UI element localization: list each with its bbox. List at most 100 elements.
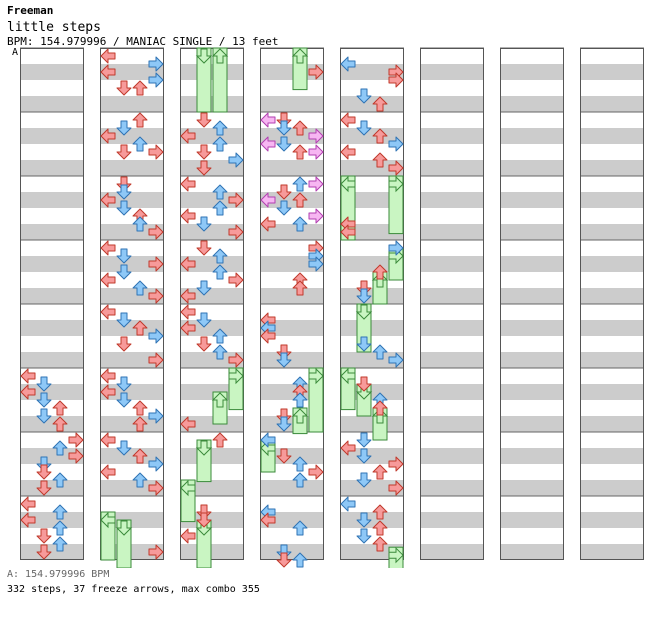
arrow-down-icon bbox=[36, 392, 52, 408]
beat-stripe bbox=[420, 128, 484, 144]
beat-stripe bbox=[260, 544, 324, 560]
arrow-up-icon bbox=[132, 448, 148, 464]
arrow-right-icon bbox=[388, 352, 404, 368]
song-title: little steps bbox=[7, 20, 101, 35]
freeze-arrow-left bbox=[260, 439, 276, 473]
arrow-down-icon bbox=[116, 144, 132, 160]
beat-stripe bbox=[420, 480, 484, 496]
chart-column bbox=[340, 47, 404, 560]
beat-stripe bbox=[500, 64, 564, 80]
freeze-arrow-left bbox=[100, 511, 116, 561]
beat-stripe bbox=[500, 480, 564, 496]
arrow-down-icon bbox=[276, 448, 292, 464]
freeze-arrow-down bbox=[355, 383, 373, 417]
freeze-arrow-up bbox=[211, 47, 229, 113]
arrow-up-icon bbox=[212, 200, 228, 216]
arrow-up-icon bbox=[372, 504, 388, 520]
arrow-up-icon bbox=[132, 280, 148, 296]
arrow-down-icon bbox=[356, 120, 372, 136]
beat-stripe bbox=[580, 128, 644, 144]
arrow-left-icon bbox=[100, 384, 116, 400]
arrow-right-icon bbox=[228, 224, 244, 240]
beat-stripe bbox=[260, 96, 324, 112]
beat-stripe bbox=[580, 96, 644, 112]
arrow-down-icon bbox=[116, 120, 132, 136]
arrow-left-icon bbox=[20, 496, 36, 512]
beat-stripe bbox=[20, 64, 84, 80]
arrow-left-icon bbox=[180, 528, 196, 544]
beat-stripe bbox=[340, 384, 404, 400]
beat-stripe bbox=[420, 448, 484, 464]
arrow-up-icon bbox=[132, 136, 148, 152]
beat-stripe bbox=[340, 480, 404, 496]
arrow-up-icon bbox=[52, 536, 68, 552]
beat-stripe bbox=[20, 544, 84, 560]
beat-stripe bbox=[100, 128, 164, 144]
beat-stripe bbox=[20, 416, 84, 432]
beat-stripe bbox=[260, 192, 324, 208]
freeze-arrow-left bbox=[340, 367, 356, 411]
arrow-down-icon bbox=[116, 312, 132, 328]
arrow-right-icon bbox=[148, 544, 164, 560]
arrow-right-icon bbox=[228, 352, 244, 368]
arrow-left-icon bbox=[340, 144, 356, 160]
arrow-down-icon bbox=[196, 144, 212, 160]
arrow-left-icon bbox=[180, 176, 196, 192]
arrow-up-icon bbox=[372, 400, 388, 416]
beat-stripe bbox=[580, 512, 644, 528]
arrow-right-icon bbox=[308, 208, 324, 224]
beat-stripe bbox=[420, 160, 484, 176]
arrow-left-icon bbox=[100, 304, 116, 320]
arrow-down-icon bbox=[196, 216, 212, 232]
arrow-left-icon bbox=[260, 192, 276, 208]
beat-stripe bbox=[180, 256, 244, 272]
arrow-up-icon bbox=[292, 176, 308, 192]
beat-stripe bbox=[500, 192, 564, 208]
arrow-right-icon bbox=[148, 56, 164, 72]
arrow-down-icon bbox=[356, 432, 372, 448]
beat-stripe bbox=[420, 512, 484, 528]
chart-column bbox=[180, 47, 244, 560]
arrow-down-icon bbox=[116, 264, 132, 280]
beat-stripe bbox=[420, 352, 484, 368]
beat-stripe bbox=[260, 512, 324, 528]
arrow-down-icon bbox=[196, 512, 212, 528]
arrow-up-icon bbox=[292, 472, 308, 488]
beat-stripe bbox=[420, 64, 484, 80]
bpm-summary: A: 154.979996 BPM bbox=[7, 569, 110, 580]
beat-stripe bbox=[180, 288, 244, 304]
arrow-up-icon bbox=[292, 192, 308, 208]
arrow-right-icon bbox=[148, 456, 164, 472]
arrow-right-icon bbox=[148, 256, 164, 272]
arrow-down-icon bbox=[356, 512, 372, 528]
arrow-down-icon bbox=[356, 448, 372, 464]
beat-stripe bbox=[180, 224, 244, 240]
arrow-up-icon bbox=[292, 216, 308, 232]
beat-stripe bbox=[260, 64, 324, 80]
beat-stripe bbox=[500, 512, 564, 528]
arrow-left-icon bbox=[340, 56, 356, 72]
arrow-right-icon bbox=[308, 176, 324, 192]
freeze-arrow-down bbox=[195, 439, 213, 483]
beat-stripe bbox=[100, 96, 164, 112]
beat-stripe bbox=[180, 320, 244, 336]
arrow-right-icon bbox=[388, 72, 404, 88]
arrow-down-icon bbox=[196, 160, 212, 176]
beat-stripe bbox=[100, 192, 164, 208]
freeze-arrow-right bbox=[308, 367, 324, 433]
beat-stripe bbox=[260, 256, 324, 272]
arrow-up-icon bbox=[52, 472, 68, 488]
beat-stripe bbox=[20, 288, 84, 304]
beat-stripe bbox=[20, 160, 84, 176]
chart-column bbox=[260, 47, 324, 560]
artist-name: Freeman bbox=[7, 4, 54, 17]
arrow-right-icon bbox=[388, 456, 404, 472]
beat-stripe bbox=[340, 224, 404, 240]
beat-stripe bbox=[340, 544, 404, 560]
arrow-up-icon bbox=[372, 264, 388, 280]
freeze-arrow-up bbox=[211, 391, 229, 425]
beat-stripe bbox=[580, 256, 644, 272]
arrow-right-icon bbox=[148, 224, 164, 240]
beat-stripe bbox=[260, 288, 324, 304]
beat-stripe bbox=[340, 160, 404, 176]
